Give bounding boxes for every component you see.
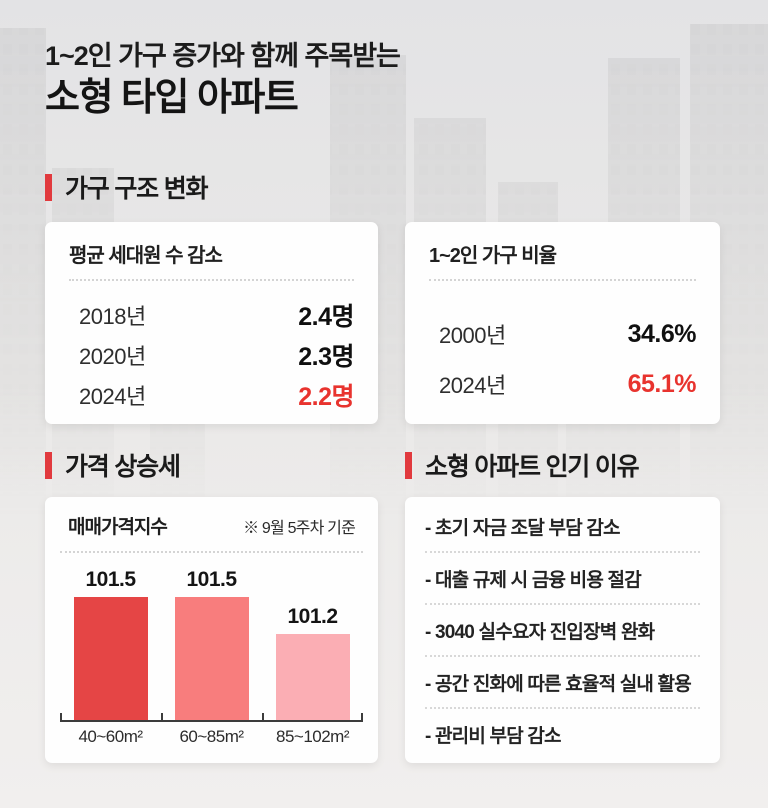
bar-value-label: 101.2 <box>287 605 338 628</box>
reason-text: - 초기 자금 조달 부담 감소 <box>425 517 621 539</box>
reason-text: - 공간 진화에 따른 효율적 실내 활용 <box>425 673 692 695</box>
card-average-household-size: 평균 세대원 수 감소 2018년 2.4명 2020년 2.3명 2024년 2.2명 <box>45 222 378 424</box>
card-popularity-reasons: - 초기 자금 조달 부담 감소 - 대출 규제 시 금융 비용 절감 - 3040… <box>405 497 720 763</box>
red-accent-bar-icon <box>45 451 52 479</box>
stat-row: 2020년 2.3명 <box>69 335 354 375</box>
stat-year-label: 2024년 <box>79 384 146 409</box>
dotted-divider <box>60 551 363 553</box>
bar <box>73 597 148 720</box>
stat-value: 2.3명 <box>298 343 354 371</box>
reason-item: - 3040 실수요자 진입장벽 완화 <box>425 605 700 657</box>
stat-value: 2.2명 <box>298 383 354 411</box>
card-title: 평균 세대원 수 감소 <box>69 245 223 267</box>
axis-tick <box>60 713 62 722</box>
stat-rows: 2018년 2.4명 2020년 2.3명 2024년 2.2명 <box>69 295 354 415</box>
card-title: 1~2인 가구 비율 <box>429 245 557 267</box>
bar <box>275 634 350 720</box>
bar-value-label: 101.5 <box>85 568 136 591</box>
reason-item: - 초기 자금 조달 부담 감소 <box>425 501 700 553</box>
page-title-mainline: 소형 타입 아파트 <box>45 77 299 120</box>
stat-row: 2000년 34.6% <box>429 309 697 359</box>
section-title: 가격 상승세 <box>65 453 181 481</box>
chart-note: ※ 9월 5주차 기준 <box>243 520 356 537</box>
bar-column: 101.5 <box>60 568 161 720</box>
red-accent-bar-icon <box>405 451 412 479</box>
dotted-divider <box>69 279 354 281</box>
section-title: 소형 아파트 인기 이유 <box>425 453 640 481</box>
reason-text: - 관리비 부담 감소 <box>425 725 562 747</box>
reason-item: - 공간 진화에 따른 효율적 실내 활용 <box>425 657 700 709</box>
red-accent-bar-icon <box>45 173 52 201</box>
reason-item: - 대출 규제 시 금융 비용 절감 <box>425 553 700 605</box>
axis-tick <box>361 713 363 722</box>
reason-item: - 관리비 부담 감소 <box>425 709 700 759</box>
section-title: 가구 구조 변화 <box>65 175 208 203</box>
bar-chart-axis-labels: 40~60m² 60~85m² 85~102m² <box>60 727 363 747</box>
dotted-divider <box>429 279 696 281</box>
stat-year-label: 2018년 <box>79 304 146 329</box>
card-price-index-chart: 매매가격지수 ※ 9월 5주차 기준 101.5 101.5 101.2 40~60… <box>45 497 378 763</box>
reason-text: - 대출 규제 시 금융 비용 절감 <box>425 569 642 591</box>
reason-text: - 3040 실수요자 진입장벽 완화 <box>425 621 655 643</box>
chart-title: 매매가격지수 <box>68 517 168 538</box>
axis-tick <box>160 713 163 722</box>
stat-row: 2018년 2.4명 <box>69 295 354 335</box>
bar-column: 101.5 <box>161 568 262 720</box>
section-header-price-trend: 가격 상승세 <box>45 451 181 481</box>
bar-chart-axis <box>60 713 363 722</box>
stat-row: 2024년 65.1% <box>429 359 697 409</box>
section-header-household-change: 가구 구조 변화 <box>45 173 208 203</box>
stat-year-label: 2020년 <box>79 344 146 369</box>
stat-value: 65.1% <box>627 369 697 398</box>
stat-value: 2.4명 <box>298 303 354 331</box>
axis-category-label: 85~102m² <box>275 727 350 746</box>
card-small-household-ratio: 1~2인 가구 비율 2000년 34.6% 2024년 65.1% <box>405 222 720 424</box>
stat-rows: 2000년 34.6% 2024년 65.1% <box>429 309 697 409</box>
stat-year-label: 2000년 <box>439 323 506 348</box>
bar-value-label: 101.5 <box>186 568 237 591</box>
page-title: 1~2인 가구 증가와 함께 주목받는 소형 타입 아파트 <box>45 40 401 121</box>
axis-category-label: 40~60m² <box>78 727 143 746</box>
chart-header: 매매가격지수 ※ 9월 5주차 기준 <box>60 512 363 539</box>
section-header-popularity-reasons: 소형 아파트 인기 이유 <box>405 451 640 481</box>
axis-category-label: 60~85m² <box>179 727 244 746</box>
bar-chart-bars: 101.5 101.5 101.2 <box>60 556 363 720</box>
stat-year-label: 2024년 <box>439 373 506 398</box>
bar <box>174 597 249 720</box>
stat-value: 34.6% <box>627 319 697 348</box>
axis-tick <box>262 713 264 722</box>
stat-row: 2024년 2.2명 <box>69 375 354 415</box>
page-title-subline: 1~2인 가구 증가와 함께 주목받는 <box>45 41 401 71</box>
bar-column: 101.2 <box>262 605 363 720</box>
